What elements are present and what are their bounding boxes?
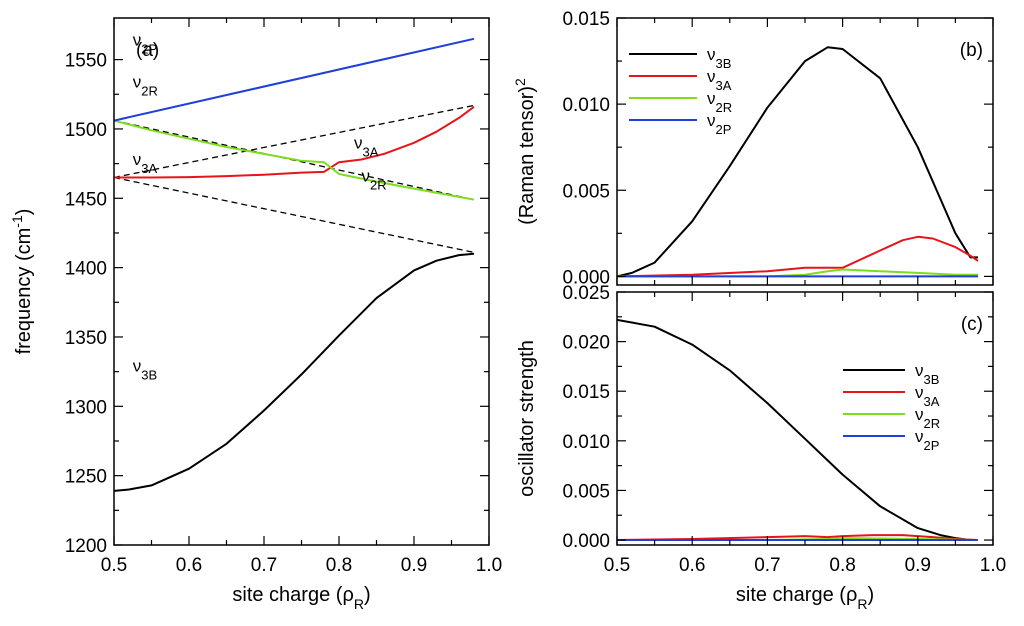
series-b-1: [617, 235, 979, 278]
curve-annotation-a: ν3A: [133, 150, 158, 176]
x-tick-label-a: 0.5: [101, 555, 127, 576]
y-tick-label-b: 0.005: [562, 181, 610, 202]
series-a-2: [114, 104, 475, 179]
curve-annotation-a: ν2R: [362, 167, 387, 193]
y-tick-label-c: 0.020: [562, 333, 610, 354]
y-axis-label-c: oscillator strength: [516, 340, 538, 497]
series-b-0: [617, 46, 978, 278]
y-tick-label-b: 0.000: [562, 267, 610, 288]
y-tick-label-c: 0.005: [562, 481, 610, 502]
y-tick-label-a: 1350: [65, 328, 107, 349]
x-tick-label-c: 0.8: [829, 555, 855, 576]
x-tick-label-c: 0.9: [905, 555, 931, 576]
x-axis-label-a: site charge (ρR): [232, 584, 370, 612]
x-tick-label-a: 0.8: [326, 555, 352, 576]
axes-frame-a: [113, 17, 490, 546]
y-tick-label-a: 1300: [65, 397, 107, 418]
legend-label-b: ν2P: [707, 111, 731, 137]
series-a-3: [114, 176, 475, 254]
x-tick-label-a: 1.0: [476, 555, 502, 576]
y-tick-label-c: 0.000: [562, 531, 610, 552]
y-axis-label-b: (Raman tensor)2: [512, 78, 538, 225]
x-tick-label-a: 0.6: [176, 555, 202, 576]
y-tick-label-a: 1400: [65, 259, 107, 280]
series-a-6: [114, 119, 475, 201]
legend-label-c: ν2P: [915, 427, 939, 453]
panel-tag-b: (b): [960, 40, 983, 61]
y-tick-label-b: 0.010: [562, 95, 610, 116]
plot-area-a: [114, 37, 475, 492]
y-tick-label-a: 1250: [65, 467, 107, 488]
x-tick-label-a: 0.7: [251, 555, 277, 576]
y-tick-label-c: 0.015: [562, 382, 610, 403]
curve-annotation-a: ν3B: [133, 357, 157, 383]
x-tick-label-c: 0.7: [754, 555, 780, 576]
axes-frame-b: [616, 17, 994, 286]
legend-label-c: ν2R: [915, 405, 940, 431]
y-tick-label-a: 1200: [65, 536, 107, 557]
series-a-7: [114, 37, 475, 122]
x-tick-label-c: 0.6: [679, 555, 705, 576]
panel-tag-a: (a): [136, 40, 159, 61]
legend-label-b: ν3A: [707, 67, 732, 93]
y-tick-label-a: 1450: [65, 189, 107, 210]
y-tick-label-c: 0.025: [562, 283, 610, 304]
legend-label-b: ν3B: [707, 45, 731, 71]
plot-area-b: [617, 46, 979, 278]
panel-c: 0.5 0.6 0.7 0.8 0.9 1.0 0.000 0.005 0.010 0.015 0.…: [516, 283, 1006, 612]
x-tick-label-a: 0.9: [401, 555, 427, 576]
legend-label-c: ν3B: [915, 361, 939, 387]
y-tick-label-a: 1500: [65, 120, 107, 141]
panel-tag-c: (c): [961, 314, 983, 335]
curve-annotation-a: ν2P: [133, 31, 157, 57]
y-axis-label-a: frequency (cm-1): [9, 209, 35, 355]
x-axis-label-c: site charge (ρR): [736, 584, 874, 612]
series-a-4: [114, 252, 475, 492]
y-tick-label-c: 0.010: [562, 432, 610, 453]
curve-annotation-a: ν3A: [354, 133, 379, 159]
y-tick-label-b: 0.015: [562, 9, 610, 30]
x-tick-label-c: 1.0: [980, 555, 1006, 576]
x-tick-label-c: 0.5: [604, 555, 630, 576]
legend-label-b: ν2R: [707, 89, 732, 115]
legend-label-c: ν3A: [915, 383, 940, 409]
panel-a: 0.5 0.6 0.7 0.8 0.9 1.0 1200 1250 1300 1350 1400 14…: [9, 17, 502, 612]
y-tick-label-a: 1550: [65, 51, 107, 72]
curve-annotation-a: ν2R: [133, 72, 158, 98]
panel-b: 0.000 0.005 0.010 0.015 (Raman tensor)2 (b) ν3…: [512, 9, 994, 288]
